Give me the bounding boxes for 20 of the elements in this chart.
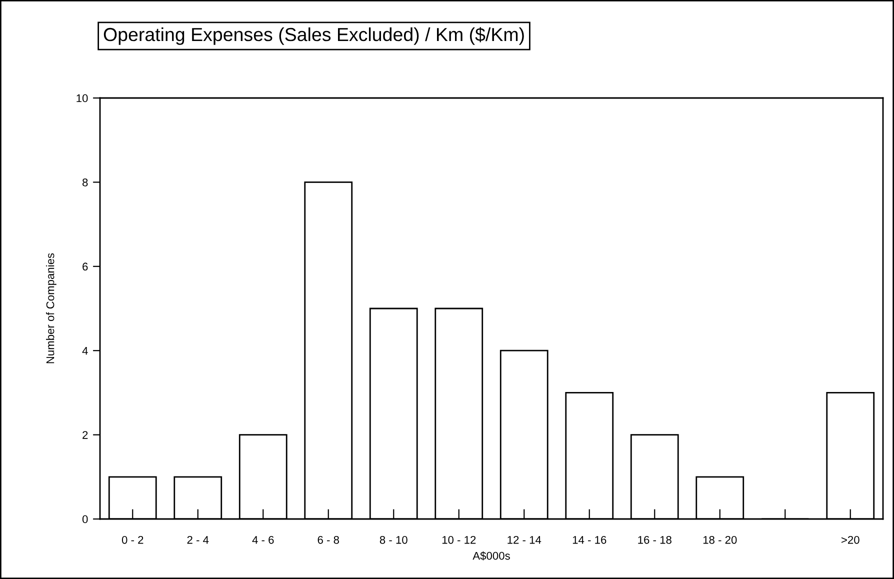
y-tick-label: 0 (82, 515, 88, 524)
x-tick-label: 2 - 4 (187, 536, 209, 544)
x-tick-label: 14 - 16 (572, 536, 606, 544)
y-axis-title: Number of Companies (46, 253, 56, 364)
y-tick-label: 2 (82, 431, 88, 439)
y-tick-label: 6 (82, 262, 88, 271)
x-tick-label: 18 - 20 (703, 536, 737, 544)
y-tick-label: 10 (76, 94, 88, 102)
x-tick-label: 10 - 12 (442, 536, 476, 544)
x-tick-label: 12 - 14 (508, 536, 542, 544)
x-axis-title: A$000s (472, 551, 510, 560)
x-tick-label: 4 - 6 (252, 536, 274, 544)
x-tick-label: 6 - 8 (318, 536, 340, 544)
x-tick-label: 16 - 18 (638, 536, 672, 544)
chart-title: Operating Expenses (Sales Excluded) / Km ($/Km) (104, 27, 524, 45)
y-tick-label: 8 (82, 178, 88, 186)
y-tick-label: 4 (82, 346, 88, 355)
x-tick-label: >20 (842, 536, 860, 544)
x-tick-label: 8 - 10 (380, 536, 408, 544)
x-tick-label: 0 - 2 (122, 536, 144, 544)
